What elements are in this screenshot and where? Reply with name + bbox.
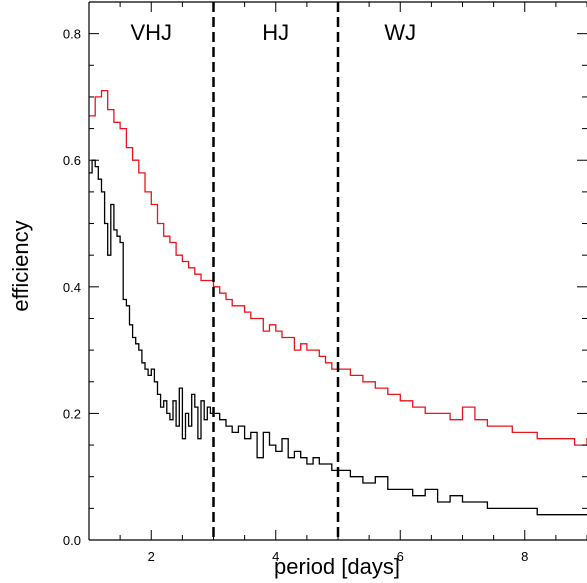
x-axis-title: period [days] <box>274 554 400 579</box>
plot-content: VHJ HJ WJ <box>89 2 587 540</box>
x-tick-label: 4 <box>272 549 279 564</box>
y-tick-label: 0.0 <box>63 533 81 548</box>
y-tick-label: 0.6 <box>63 153 81 168</box>
y-tick-label: 0.8 <box>63 27 81 42</box>
axes: 2 4 6 8 0.0 0.2 0.4 0.6 0.8 <box>63 1 587 564</box>
x-tick-label: 6 <box>397 549 404 564</box>
y-axis-title: efficiency <box>8 220 33 311</box>
y-tick-label: 0.2 <box>63 406 81 421</box>
region-label-wj: WJ <box>384 20 416 45</box>
x-tick-label: 8 <box>521 549 528 564</box>
y-tick-label: 0.4 <box>63 280 81 295</box>
series-1-step-line <box>89 89 587 446</box>
x-tick-label: 2 <box>148 549 155 564</box>
region-label-vhj: VHJ <box>130 20 172 45</box>
series-2-step-line <box>89 159 587 516</box>
plot-clipped-group <box>89 89 587 516</box>
region-label-hj: HJ <box>262 20 289 45</box>
